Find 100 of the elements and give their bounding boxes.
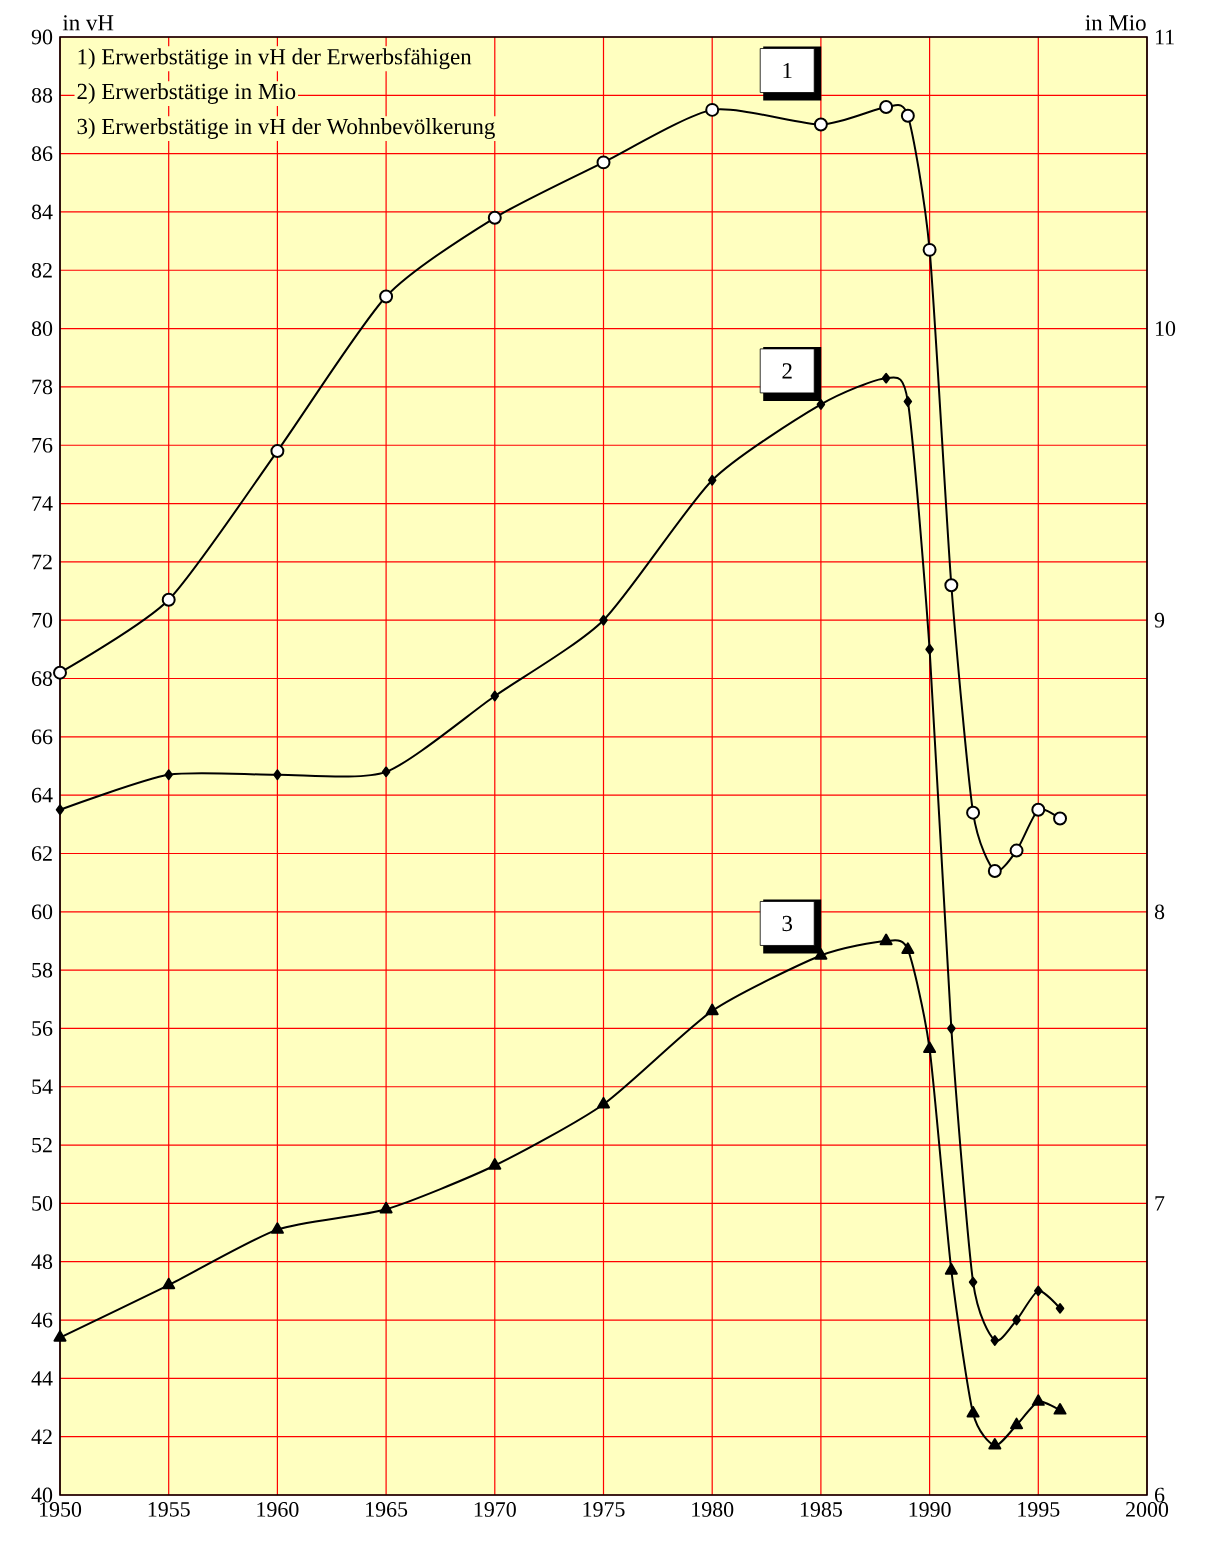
x-tick-label: 1975 <box>583 1502 625 1517</box>
y2-tick-label: 6 <box>1154 1487 1165 1503</box>
x-tick-label: 1965 <box>366 1502 408 1517</box>
y2-axis-title: in Mio <box>1085 15 1146 31</box>
annotation: 2 <box>782 363 792 379</box>
y-tick-label: 46 <box>31 1312 53 1328</box>
point <box>487 210 502 225</box>
y2-tick-label: 8 <box>1154 904 1165 920</box>
point <box>270 444 285 459</box>
point <box>164 769 173 781</box>
point <box>879 933 893 946</box>
y-tick-label: 50 <box>32 1196 53 1211</box>
point <box>705 1003 719 1016</box>
point <box>947 1023 956 1034</box>
point <box>490 690 500 702</box>
point <box>379 1201 393 1214</box>
y-tick-label: 70 <box>32 612 53 628</box>
point <box>1010 1417 1024 1430</box>
x-tick-label: 1970 <box>474 1502 516 1517</box>
y-tick-label: 52 <box>32 1137 52 1153</box>
point <box>987 863 1002 878</box>
y2-tick-label: 10 <box>1155 321 1176 336</box>
point <box>596 155 611 170</box>
point <box>161 592 176 607</box>
y-tick-label: 78 <box>32 379 53 395</box>
y2-tick-label: 7 <box>1155 1196 1165 1211</box>
x-tick-label: 1950 <box>40 1502 82 1517</box>
point <box>1055 1302 1065 1314</box>
point <box>273 769 282 781</box>
y-tick-label: 86 <box>31 146 53 162</box>
point <box>381 766 391 778</box>
x-tick-label: 1995 <box>1018 1502 1060 1517</box>
annotation: 2) Erwerbstätige in Mio <box>77 83 296 104</box>
y-tick-label: 74 <box>32 496 53 511</box>
y-tick-label: 48 <box>31 1254 53 1270</box>
point <box>814 948 828 960</box>
point <box>968 1276 978 1288</box>
y2-tick-label: 9 <box>1154 612 1165 628</box>
point <box>881 372 891 384</box>
x-tick-label: 1990 <box>909 1502 951 1517</box>
point <box>966 805 981 820</box>
y-tick-label: 72 <box>32 554 52 570</box>
point <box>599 614 608 626</box>
point <box>1053 1403 1067 1415</box>
y-tick-label: 58 <box>32 962 53 978</box>
x-tick-label: 1985 <box>800 1502 842 1517</box>
point <box>705 102 720 117</box>
point <box>966 1405 980 1418</box>
y-tick-label: 66 <box>31 729 53 745</box>
x-tick-label: 1955 <box>148 1502 190 1517</box>
y-tick-label: 68 <box>31 671 53 686</box>
point <box>53 665 67 680</box>
point <box>1009 843 1024 858</box>
y-tick-label: 90 <box>31 29 53 45</box>
y-tick-label: 62 <box>31 846 52 861</box>
point <box>900 108 915 123</box>
annotation: 3 <box>782 915 793 932</box>
point <box>903 396 913 407</box>
point <box>1031 1394 1045 1406</box>
y-tick-label: 84 <box>31 204 53 220</box>
point <box>990 1335 1000 1346</box>
point <box>488 1158 502 1170</box>
y-tick-label: 56 <box>32 1021 53 1036</box>
point <box>944 1263 958 1275</box>
y-axis-title: in vH <box>62 15 114 31</box>
point <box>923 1041 937 1054</box>
x-tick-label: 1960 <box>257 1502 299 1517</box>
y-tick-label: 64 <box>31 787 53 803</box>
point <box>162 1277 176 1290</box>
point <box>379 289 394 304</box>
y-tick-label: 80 <box>31 321 53 336</box>
annotation: 3) Erwerbstätige in vH der Wohnbevölkerung <box>77 118 495 139</box>
point <box>813 117 828 132</box>
y-tick-label: 82 <box>31 262 52 278</box>
annotation: 1 <box>783 62 792 79</box>
point <box>879 100 894 114</box>
point <box>707 474 717 486</box>
y-tick-label: 88 <box>31 87 53 103</box>
y-tick-label: 42 <box>31 1429 52 1444</box>
point <box>1031 802 1046 817</box>
point <box>925 643 934 655</box>
point <box>988 1438 1002 1450</box>
y-tick-label: 76 <box>32 437 53 453</box>
point <box>596 1096 611 1109</box>
point <box>901 942 915 954</box>
annotation: 1) Erwerbstätige in vH der Erwerbsfähigen <box>78 48 472 70</box>
y-tick-label: 40 <box>31 1487 53 1503</box>
point <box>922 242 937 257</box>
y-tick-label: 60 <box>31 904 53 920</box>
y-tick-label: 44 <box>31 1371 53 1386</box>
point <box>1053 811 1068 826</box>
point <box>816 399 826 410</box>
point <box>55 804 65 816</box>
point <box>1034 1285 1043 1297</box>
point <box>53 1330 67 1342</box>
x-tick-label: 2000 <box>1126 1502 1169 1517</box>
x-tick-label: 1980 <box>692 1502 734 1517</box>
point <box>270 1222 284 1234</box>
point <box>944 578 959 593</box>
y2-tick-label: 11 <box>1155 29 1174 45</box>
